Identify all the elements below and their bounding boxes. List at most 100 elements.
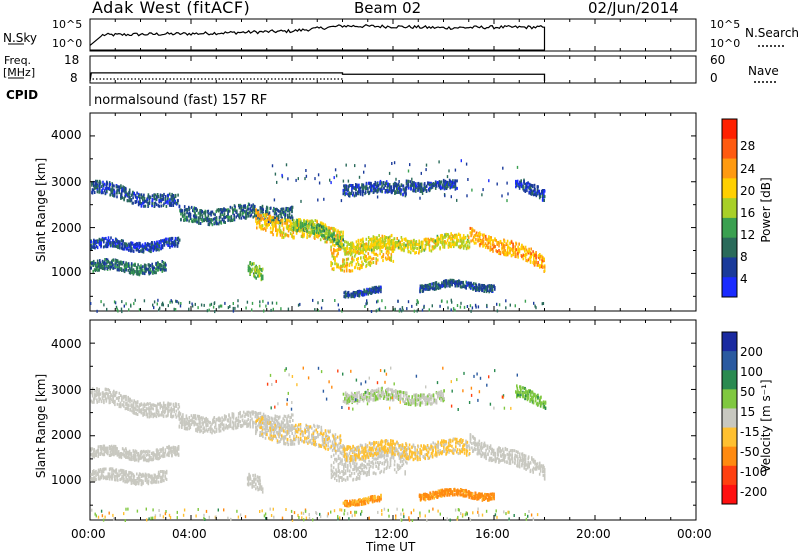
data-cell — [167, 304, 169, 308]
data-cell — [280, 215, 282, 219]
data-cell — [189, 214, 192, 218]
data-cell — [187, 422, 190, 425]
data-cell — [427, 181, 429, 185]
velocity-ytick-1000: 1000 — [51, 473, 82, 487]
data-cell — [408, 179, 410, 183]
data-cell — [535, 260, 537, 264]
data-cell — [300, 223, 302, 227]
data-cell — [161, 244, 164, 248]
data-cell — [272, 233, 274, 237]
data-cell — [400, 236, 403, 239]
data-cell — [250, 262, 253, 266]
data-cell — [109, 241, 111, 245]
data-cell — [194, 219, 196, 223]
data-cell — [489, 245, 492, 249]
data-cell — [541, 189, 544, 192]
data-cell — [421, 187, 423, 191]
data-cell — [199, 425, 201, 429]
data-cell — [415, 189, 417, 193]
data-cell — [459, 283, 462, 286]
data-cell — [370, 237, 373, 241]
data-cell — [191, 416, 194, 420]
data-cell — [121, 261, 123, 265]
data-cell — [96, 387, 98, 390]
data-cell — [137, 200, 140, 204]
data-cell — [376, 300, 378, 304]
data-cell — [265, 207, 268, 211]
data-cell — [343, 269, 346, 273]
data-cell — [123, 404, 125, 408]
data-cell — [205, 416, 207, 420]
data-cell — [144, 247, 147, 251]
data-cell — [312, 220, 314, 224]
data-cell — [474, 303, 477, 307]
data-cell — [172, 403, 175, 407]
data-cell — [275, 229, 277, 233]
data-cell — [421, 240, 423, 244]
data-cell — [262, 299, 264, 303]
data-cell — [231, 206, 234, 210]
data-cell — [314, 233, 317, 237]
data-cell — [460, 245, 463, 249]
data-cell — [321, 299, 324, 302]
data-cell — [379, 238, 382, 242]
data-cell — [191, 419, 194, 423]
data-cell — [286, 222, 289, 226]
data-cell — [369, 260, 372, 264]
data-cell — [392, 249, 395, 253]
data-cell — [232, 210, 234, 214]
data-cell — [341, 235, 343, 239]
data-cell — [99, 181, 102, 185]
data-cell — [355, 262, 358, 266]
data-cell — [160, 204, 162, 208]
data-cell — [142, 245, 145, 249]
data-cell — [543, 259, 545, 263]
data-cell — [451, 282, 453, 286]
data-cell — [483, 286, 486, 290]
data-cell — [363, 245, 366, 249]
data-cell — [132, 407, 134, 411]
data-cell — [228, 209, 231, 213]
data-cell — [476, 285, 478, 289]
data-cell — [518, 250, 521, 254]
data-cell — [140, 196, 143, 200]
power-colorbar-frame — [721, 118, 738, 298]
data-cell — [433, 241, 436, 245]
data-cell — [519, 180, 521, 184]
data-cell — [184, 419, 186, 423]
data-cell — [136, 270, 138, 274]
data-cell — [194, 215, 196, 218]
data-cell — [274, 218, 277, 222]
data-cell — [164, 403, 167, 407]
data-cell — [444, 184, 447, 188]
data-cell — [350, 246, 352, 250]
data-cell — [178, 415, 181, 419]
data-cell — [341, 268, 344, 272]
data-cell — [464, 236, 466, 240]
data-cell — [532, 250, 534, 254]
data-cell — [413, 243, 415, 246]
data-cell — [215, 216, 218, 220]
data-cell — [186, 211, 188, 215]
data-cell — [167, 201, 169, 205]
data-cell — [385, 243, 388, 246]
data-cell — [114, 393, 117, 396]
data-cell — [312, 231, 314, 235]
data-cell — [111, 193, 114, 197]
data-cell — [450, 185, 453, 189]
data-cell — [177, 199, 179, 203]
data-cell — [368, 245, 371, 249]
data-cell — [183, 218, 185, 222]
data-cell — [184, 427, 187, 431]
data-cell — [366, 301, 368, 305]
data-cell — [342, 179, 345, 183]
data-cell — [238, 205, 241, 209]
data-cell — [92, 180, 95, 184]
data-cell — [233, 208, 235, 212]
data-cell — [164, 265, 166, 269]
data-cell — [196, 414, 199, 418]
data-cell — [177, 241, 180, 245]
data-cell — [447, 236, 450, 240]
data-cell — [285, 233, 287, 237]
data-cell — [333, 234, 335, 238]
